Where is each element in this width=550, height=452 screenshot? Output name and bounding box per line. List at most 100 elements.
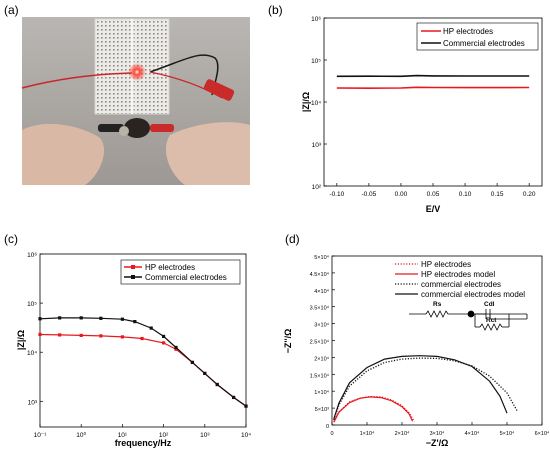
chart-d-xtick-label: 3×10⁴ — [430, 430, 445, 437]
chart-c-point — [174, 345, 178, 350]
chart-d-legend-hp: HP electrodes — [421, 260, 471, 269]
chart-c-point — [38, 332, 42, 337]
chart-c-frame — [39, 253, 247, 428]
chart-c-point — [203, 371, 207, 376]
chart-b-xtick-label: 0.10 — [459, 191, 472, 198]
chart-c-legend-hp: HP electrodes — [145, 263, 195, 272]
chart-d-series-3 — [333, 355, 508, 420]
chart-d-legend: HP electrodes HP electrodes model commer… — [395, 260, 525, 299]
chart-b-xtick-label: -0.05 — [361, 191, 376, 198]
chart-c-xtick-label: 10¹ — [118, 432, 128, 439]
equivalent-circuit — [409, 309, 528, 331]
chart-c-point — [244, 404, 248, 408]
chart-c-ylabel: |Z|/Ω — [16, 330, 26, 350]
chart-c-point — [133, 320, 137, 324]
chart-d-legend-hp-model: HP electrodes model — [421, 270, 495, 279]
chart-c-xlabel: frequency/Hz — [115, 438, 172, 448]
chart-d-xlabel: −Z'/Ω — [426, 438, 449, 448]
chart-b: |Z|/Ω E/V -0.10 -0.05 0.00 0.05 0.10 0.15 0.20… — [301, 16, 543, 214]
chart-c-xtick-label: 10⁻¹ — [34, 432, 48, 439]
chart-d-ytick-label: 4.5×10⁴ — [310, 271, 330, 278]
chart-b-xtick-label: 0.20 — [523, 191, 536, 198]
chart-d-ytick-label: 3.5×10⁴ — [310, 305, 330, 312]
led-glow — [128, 63, 146, 81]
chart-c-point — [231, 395, 236, 400]
chart-c-ytick-label: 10⁶ — [27, 252, 37, 259]
chart-d-ytick-label: 1.5×10⁴ — [310, 372, 330, 379]
chart-c-point — [38, 317, 42, 321]
chart-b-ytick-label: 10² — [312, 184, 322, 191]
chart-c-point — [162, 341, 166, 345]
hand-right — [165, 122, 250, 185]
circuit-label-cdl: Cdl — [484, 301, 495, 308]
electrode — [124, 118, 150, 138]
chart-c-series-0 — [39, 333, 247, 407]
chart-c-point — [162, 334, 166, 338]
chart-c-point — [174, 347, 178, 351]
chart-b-ytick-label: 10⁵ — [311, 58, 321, 65]
chart-c-ytick-label: 10³ — [28, 399, 38, 406]
chart-b-legend: HP electrodes Commercial electrodes — [416, 22, 539, 51]
chart-c-point — [120, 335, 124, 339]
chart-b-ylabel: |Z|/Ω — [301, 92, 311, 112]
chart-b-xlabel: E/V — [426, 204, 441, 214]
chart-d-legend-commercial: commercial electrodes — [421, 280, 501, 289]
chart-c-xtick-label: 10² — [159, 432, 169, 439]
chart-b-legend-commercial: Commercial electrodes — [443, 39, 525, 48]
red-wire — [21, 72, 133, 89]
chart-b-xtick-label: -0.10 — [329, 191, 344, 198]
red-clip — [203, 79, 235, 101]
chart-d-xtick-label: 1×10⁴ — [360, 430, 375, 437]
chart-d-legend-commercial-model: commercial electrodes model — [421, 290, 525, 299]
chart-d-xtick-label: 5×10⁴ — [500, 430, 515, 437]
chart-d-ytick-label: 4×10⁴ — [314, 288, 329, 295]
chart-b-ytick-label: 10³ — [312, 142, 322, 149]
chart-d-series-1 — [333, 396, 414, 423]
chart-c-legend-commercial: Commercial electrodes — [145, 273, 227, 282]
chart-c-point — [79, 316, 83, 320]
chart-c-xtick-label: 10⁴ — [241, 432, 251, 439]
breadboard-photo — [21, 17, 250, 185]
chart-b-legend-hp: HP electrodes — [443, 27, 493, 36]
chart-d-series-0 — [333, 395, 415, 422]
chart-d-series-2 — [333, 357, 519, 421]
chart-c-xtick-label: 10³ — [200, 432, 210, 439]
chart-b-series-0 — [336, 86, 530, 90]
chart-c-point — [140, 336, 144, 341]
chart-c-point — [99, 334, 103, 338]
chart-b-series-1 — [336, 74, 530, 78]
chart-c-legend: HP electrodes Commercial electrodes — [120, 259, 241, 285]
chart-c: |Z|/Ω frequency/Hz 10⁻¹ 10⁰ 10¹ 10² 10³ 10⁴ 10… — [16, 252, 251, 448]
chart-c-point — [79, 333, 83, 337]
chart-d-ytick-label: 5×10⁴ — [314, 254, 329, 261]
chart-c-point — [190, 360, 194, 365]
chart-c-point — [99, 316, 103, 320]
chart-b-xtick-label: 0.15 — [491, 191, 504, 198]
chart-c-point — [120, 317, 124, 321]
chart-c-point — [215, 382, 219, 387]
chart-d-ytick-label: 3×10⁴ — [314, 322, 329, 329]
chart-b-xtick-label: 0.05 — [427, 191, 440, 198]
chart-d-xtick-label: 6×10⁴ — [535, 430, 550, 437]
chart-d-ytick-label: 2.5×10⁴ — [310, 339, 330, 346]
panel-label-d: (d) — [285, 232, 300, 246]
panel-label-b: (b) — [268, 3, 283, 17]
chart-d-ytick-label: 5×10³ — [315, 407, 329, 413]
circuit-label-rs: Rs — [433, 301, 442, 308]
chart-b-xtick-label: 0.00 — [395, 191, 408, 198]
panel-label-c: (c) — [4, 232, 18, 246]
chart-d: −Z''/Ω −Z'/Ω 0 1×10⁴ 2×10⁴ 3×10⁴ 4×10⁴ 5×10⁴ 6… — [283, 254, 550, 448]
chart-d-xtick-label: 0 — [330, 431, 333, 437]
hand-left — [22, 123, 105, 185]
chart-b-ytick-label: 10⁴ — [311, 100, 321, 107]
chart-c-xtick-label: 10⁰ — [76, 431, 86, 439]
chart-d-ytick-label: 2×10⁴ — [314, 355, 329, 362]
chart-d-xtick-label: 2×10⁴ — [395, 430, 410, 437]
chart-d-xtick-label: 4×10⁴ — [465, 430, 480, 437]
chart-d-ylabel: −Z''/Ω — [283, 329, 293, 354]
chart-c-series-1 — [39, 317, 247, 407]
chart-d-ytick-label: 0 — [326, 424, 329, 430]
circuit-label-rct: Rct — [486, 317, 497, 324]
chart-c-point — [58, 333, 62, 337]
